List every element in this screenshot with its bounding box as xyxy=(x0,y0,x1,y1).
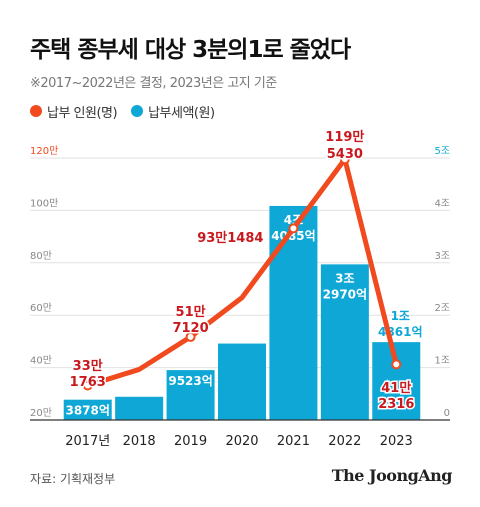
right-axis-tick-label: 3조 xyxy=(434,251,450,262)
line-value-label: 5430 xyxy=(327,147,363,162)
line-value-label: 119만 xyxy=(325,129,364,145)
chart-subtitle: ※2017~2022년은 결정, 2023년은 고지 기준 xyxy=(30,76,277,91)
right-axis-tick-label: 5조 xyxy=(434,146,450,157)
legend-swatch-tax xyxy=(131,105,144,117)
source-note: 자료: 기획재정부 xyxy=(30,472,116,486)
line-point xyxy=(288,223,299,234)
right-axis-tick-label: 0 xyxy=(444,408,450,419)
legend-label-tax: 납부세액(원) xyxy=(148,105,215,121)
bar xyxy=(63,399,112,420)
publisher-logo: The JoongAng xyxy=(331,466,453,485)
line-value-label: 1763 xyxy=(70,375,106,390)
left-axis-tick-label: 60만 xyxy=(30,302,52,314)
x-axis-tick-label: 2017년 xyxy=(65,434,110,449)
x-axis-tick-label: 2021 xyxy=(277,434,310,449)
bar-value-label: 2970억 xyxy=(323,287,367,301)
bar-value-label: 9523억 xyxy=(168,374,212,388)
bar xyxy=(320,264,369,420)
bar xyxy=(166,370,215,420)
bar-value-label: 3878억 xyxy=(65,404,109,418)
line-point xyxy=(185,331,196,342)
x-axis-tick-label: 2018 xyxy=(123,434,156,449)
x-axis-tick-label: 2023 xyxy=(380,434,413,449)
line-point xyxy=(339,154,350,165)
line-point xyxy=(82,380,93,391)
bar-value-label: 1조 xyxy=(391,309,410,323)
line-value-label: 41만 xyxy=(381,380,411,396)
x-axis-tick-label: 2022 xyxy=(328,434,361,449)
right-axis-tick-label: 2조 xyxy=(434,303,450,314)
left-axis-tick-label: 120만 xyxy=(30,145,58,157)
left-axis-tick-label: 100만 xyxy=(30,197,58,209)
left-axis-tick-label: 80만 xyxy=(30,250,52,262)
line-value-label: 33만 xyxy=(73,358,103,374)
line-value-label: 93만1484 xyxy=(197,230,263,246)
legend-label-people: 납부 인원(명) xyxy=(47,105,118,121)
line-value-label: 2316 xyxy=(378,397,414,412)
x-axis-tick-label: 2020 xyxy=(225,434,258,449)
legend-swatch-people xyxy=(30,105,42,117)
legend-item-people: 납부 인원(명) xyxy=(30,102,118,121)
right-axis-tick-label: 4조 xyxy=(434,198,450,209)
line-value-label: 7120 xyxy=(172,321,208,336)
bar xyxy=(218,343,266,420)
line-value-label: 51만 xyxy=(176,304,206,320)
x-axis-tick-label: 2019 xyxy=(174,434,207,449)
left-axis-tick-label: 20만 xyxy=(30,407,52,419)
left-axis-tick-label: 40만 xyxy=(30,355,52,367)
legend-item-tax: 납부세액(원) xyxy=(131,102,215,121)
legend: 납부 인원(명) 납부세액(원) xyxy=(30,101,229,121)
right-axis-tick-label: 1조 xyxy=(434,356,450,367)
chart-title: 주택 종부세 대상 3분의1로 줄었다 xyxy=(30,37,351,63)
bar xyxy=(269,205,318,420)
bar-value-label: 3조 xyxy=(335,271,354,285)
line-point xyxy=(391,359,402,370)
bar xyxy=(115,396,164,420)
